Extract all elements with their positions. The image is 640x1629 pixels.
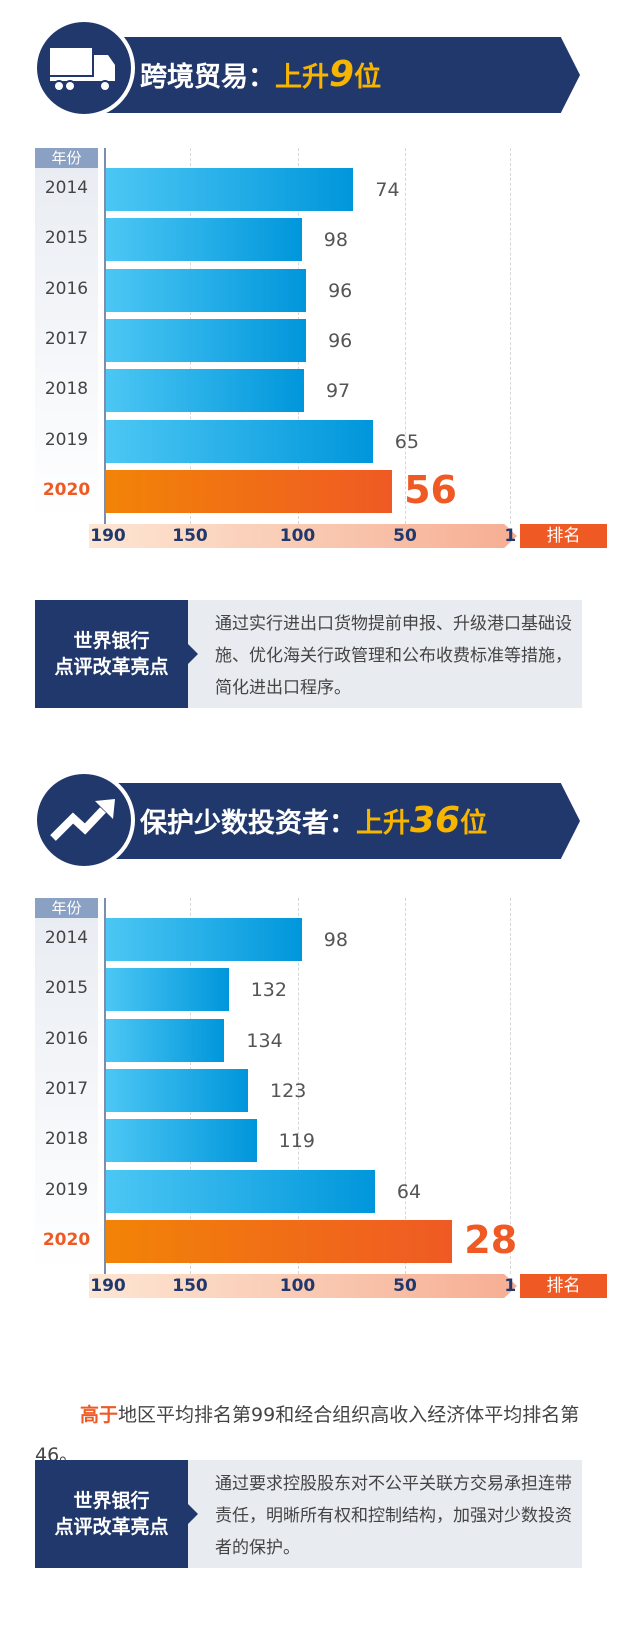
year-label: 2016 (44, 1028, 89, 1049)
gridline (297, 898, 299, 1274)
value-label: 97 (325, 380, 351, 403)
x-tick-label: 1 (504, 1276, 517, 1296)
value-label: 56 (404, 467, 457, 512)
gridline (510, 898, 512, 1274)
x-axis-title: 排名 (520, 524, 607, 548)
x-axis-band (89, 1274, 517, 1298)
callout-text: 通过要求控股股东对不公平关联方交易承担连带责任，明晰所有权和控制结构，加强对少数… (215, 1474, 572, 1558)
x-tick-label: 1 (504, 526, 517, 546)
value-label: 123 (270, 1079, 307, 1102)
value-label: 96 (328, 279, 353, 302)
year-label: 2020 (42, 1229, 91, 1250)
rise-number: 36 (410, 800, 461, 841)
bar-2019 (106, 1169, 375, 1213)
x-tick-label: 150 (172, 1276, 208, 1296)
year-label: 2019 (44, 429, 89, 450)
value-label: 119 (278, 1130, 315, 1153)
year-column-bg (35, 168, 98, 520)
value-label: 134 (246, 1029, 283, 1052)
year-label: 2015 (44, 228, 89, 249)
year-label: 2017 (44, 1078, 89, 1099)
bar-2015 (106, 218, 302, 262)
bar-2018 (106, 1119, 257, 1163)
gridline (405, 898, 406, 1274)
value-label: 96 (328, 329, 353, 352)
ranking-chart-investors: 年份 2014 98 2015 132 2016 134 2017 123 2018 119 2019… (0, 898, 640, 1308)
bar-2019 (106, 419, 373, 463)
x-tick-label: 100 (279, 1276, 316, 1296)
comparison-note: 高于地区平均排名第99和经合组织高收入经济体平均排名第46。 (35, 1395, 585, 1475)
bar-2016 (106, 1018, 225, 1062)
y-axis-line (104, 148, 106, 524)
year-label: 2016 (44, 278, 89, 299)
x-tick-label: 190 (90, 526, 126, 546)
bar-2018 (106, 369, 304, 413)
callout-label-line1: 世界银行 (73, 1490, 150, 1512)
year-column-bg (35, 918, 98, 1270)
year-label: 2020 (42, 479, 91, 500)
value-label: 64 (396, 1180, 422, 1203)
note-highlight: 高于 (80, 1404, 119, 1426)
value-label: 28 (464, 1217, 518, 1262)
value-label: 98 (323, 929, 348, 951)
section-title: 跨境贸易：上升9位 (140, 37, 381, 113)
rise-suffix: 位 (354, 62, 382, 93)
year-label: 2014 (44, 928, 89, 948)
value-label: 65 (394, 430, 419, 453)
rise-number: 9 (329, 54, 355, 95)
section-title: 保护少数投资者：上升36位 (140, 783, 487, 859)
reform-callout: 世界银行点评改革亮点 通过实行进出口货物提前申报、升级港口基础设施、优化海关行政… (35, 600, 582, 708)
trend-up-icon (50, 799, 115, 841)
x-tick-label: 50 (393, 1276, 417, 1296)
year-label: 2019 (44, 1179, 89, 1200)
x-axis-title: 排名 (520, 1274, 607, 1298)
callout-label: 世界银行点评改革亮点 (35, 600, 198, 708)
section-banner (100, 783, 580, 859)
callout-text: 通过实行进出口货物提前申报、升级港口基础设施、优化海关行政管理和公布收费标准等措… (215, 614, 572, 698)
rise-prefix: 上升 (356, 808, 410, 839)
ranking-chart-trade: 年份 2014 74 2015 98 2016 96 2017 96 2018 97 2019 65 20… (0, 148, 640, 558)
x-tick-label: 190 (90, 1276, 126, 1296)
callout-label-line2: 点评改革亮点 (54, 1516, 169, 1538)
gridline (405, 148, 406, 524)
year-column-header: 年份 (35, 898, 98, 918)
x-axis-band (89, 524, 517, 548)
bar-2017 (106, 1068, 249, 1112)
title-text: 保护少数投资者： (140, 808, 356, 839)
x-tick-label: 50 (393, 526, 417, 546)
bar-2017 (106, 318, 307, 362)
value-label: 98 (323, 229, 348, 252)
value-label: 74 (375, 179, 400, 201)
rise-prefix: 上升 (275, 62, 329, 93)
bar-2014 (106, 168, 354, 211)
callout-label: 世界银行点评改革亮点 (35, 1460, 198, 1568)
x-tick-label: 100 (279, 526, 316, 546)
truck-icon (50, 48, 115, 92)
rise-suffix: 位 (460, 808, 488, 839)
y-axis-line (104, 898, 106, 1274)
title-text: 跨境贸易： (140, 62, 275, 93)
gridline (510, 148, 512, 524)
year-label: 2014 (44, 178, 89, 198)
year-column-header: 年份 (35, 148, 98, 168)
year-label: 2017 (44, 328, 89, 349)
callout-label-line1: 世界银行 (73, 630, 150, 652)
bar-2014 (106, 918, 302, 961)
section-banner (100, 37, 580, 113)
year-label: 2018 (44, 379, 89, 400)
x-tick-label: 150 (172, 526, 208, 546)
bar-2015 (106, 968, 229, 1012)
year-label: 2015 (44, 978, 89, 999)
callout-label-line2: 点评改革亮点 (54, 656, 169, 678)
bar-2020 (106, 469, 393, 513)
reform-callout: 世界银行点评改革亮点 通过要求控股股东对不公平关联方交易承担连带责任，明晰所有权… (35, 1460, 582, 1568)
bar-2020 (106, 1219, 453, 1263)
truck-icon-badge (33, 18, 135, 118)
trend-icon-badge (33, 770, 135, 870)
value-label: 132 (250, 979, 287, 1002)
bar-2016 (106, 268, 307, 312)
year-label: 2018 (44, 1129, 89, 1150)
